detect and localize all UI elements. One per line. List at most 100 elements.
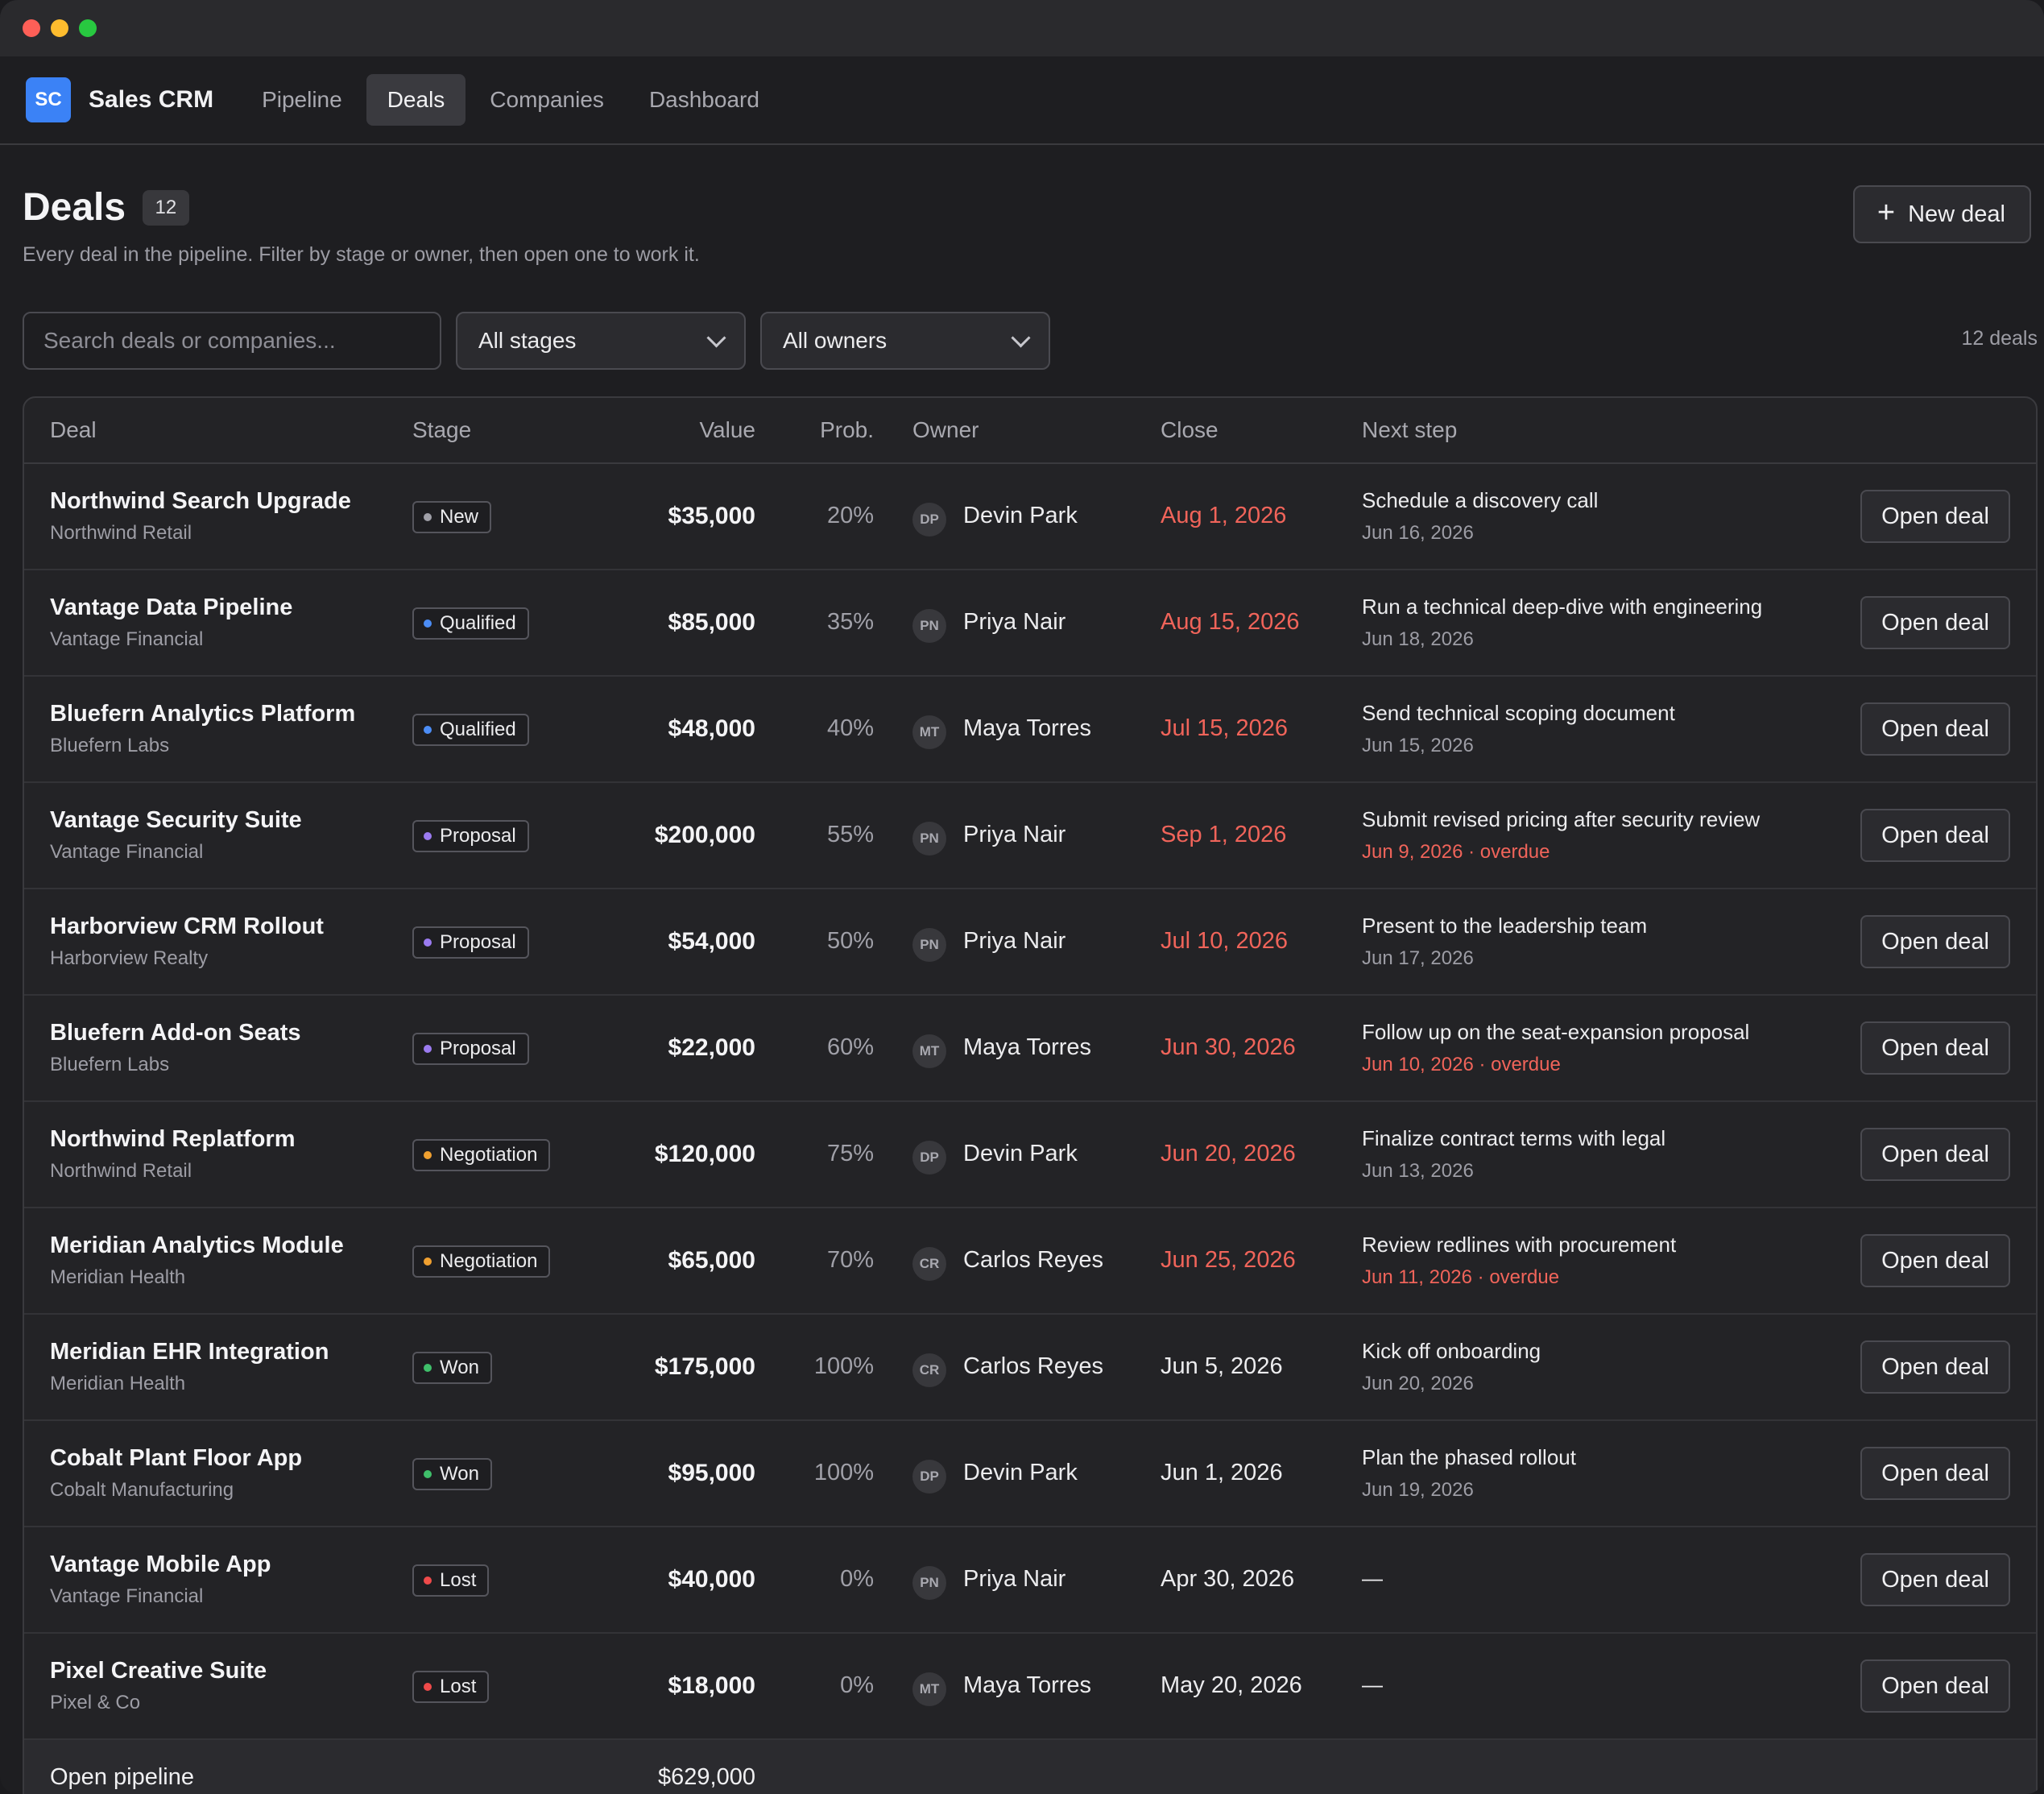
open-deal-button[interactable]: Open deal (1860, 1553, 2010, 1606)
header-prob[interactable]: Prob. (820, 417, 874, 442)
deal-value: $85,000 (668, 609, 755, 636)
owner-avatar: PN (912, 822, 946, 856)
next-step-date: Jun 17, 2026 (1362, 947, 1474, 969)
company-name: Vantage Financial (50, 841, 204, 863)
table-row[interactable]: Bluefern Analytics Platform Bluefern Labs… (24, 677, 2036, 783)
close-date: Sep 1, 2026 (1161, 822, 1287, 847)
deal-value: $54,000 (668, 928, 755, 955)
owner-name: Priya Nair (963, 1566, 1066, 1592)
company-name: Bluefern Labs (50, 1054, 170, 1075)
company-name: Pixel & Co (50, 1692, 141, 1713)
window-controls (23, 19, 97, 37)
owner-name: Devin Park (963, 503, 1078, 528)
minimize-window-button[interactable] (51, 19, 68, 37)
open-deal-button[interactable]: Open deal (1860, 1340, 2010, 1394)
owner-avatar: PN (912, 1566, 946, 1600)
table-row[interactable]: Pixel Creative Suite Pixel & Co Lost $18,00… (24, 1634, 2036, 1740)
owner-name: Carlos Reyes (963, 1247, 1104, 1273)
open-deal-button[interactable]: Open deal (1860, 596, 2010, 649)
tab-deals[interactable]: Deals (366, 74, 466, 126)
deal-name[interactable]: Meridian EHR Integration (50, 1339, 329, 1365)
table-row[interactable]: Harborview CRM Rollout Harborview Realty P… (24, 889, 2036, 996)
deal-value: $48,000 (668, 715, 755, 742)
deal-value: $40,000 (668, 1566, 755, 1593)
owner-filter-select[interactable]: All owners (760, 312, 1050, 370)
company-name: Cobalt Manufacturing (50, 1479, 234, 1501)
tab-pipeline[interactable]: Pipeline (262, 87, 342, 112)
stage-dot-icon (424, 619, 432, 628)
stage-filter-select[interactable]: All stages (456, 312, 746, 370)
open-deal-button[interactable]: Open deal (1860, 809, 2010, 862)
open-deal-button[interactable]: Open deal (1860, 1234, 2010, 1287)
deal-name[interactable]: Vantage Data Pipeline (50, 595, 293, 620)
stage-badge: Won (412, 1352, 492, 1384)
deal-name[interactable]: Bluefern Analytics Platform (50, 701, 356, 727)
search-input[interactable]: Search deals or companies... (23, 312, 441, 370)
deal-name[interactable]: Meridian Analytics Module (50, 1233, 344, 1258)
company-name: Vantage Financial (50, 628, 204, 650)
deal-probability: 60% (826, 1034, 874, 1060)
company-name: Harborview Realty (50, 947, 209, 969)
owner-avatar: CR (912, 1247, 946, 1281)
stage-label: Negotiation (440, 1250, 538, 1272)
stage-dot-icon (424, 1151, 432, 1159)
next-step: Submit revised pricing after security re… (1362, 807, 1761, 831)
close-date: Jun 20, 2026 (1161, 1141, 1296, 1166)
header-owner[interactable]: Owner (912, 417, 979, 442)
deal-name[interactable]: Bluefern Add-on Seats (50, 1020, 301, 1046)
deal-name[interactable]: Harborview CRM Rollout (50, 914, 324, 939)
open-deal-button[interactable]: Open deal (1860, 915, 2010, 968)
next-step-date: Jun 9, 2026 · overdue (1362, 841, 1550, 863)
deal-name[interactable]: Northwind Search Upgrade (50, 488, 351, 514)
close-window-button[interactable] (23, 19, 40, 37)
deal-probability: 75% (826, 1141, 874, 1166)
deal-probability: 0% (840, 1672, 874, 1698)
deals-table: Deal Stage Value Prob. Owner Close Next … (23, 396, 2038, 1794)
close-date: Jun 5, 2026 (1161, 1353, 1283, 1379)
deal-name[interactable]: Pixel Creative Suite (50, 1658, 267, 1684)
deal-probability: 100% (813, 1353, 874, 1379)
deal-name[interactable]: Cobalt Plant Floor App (50, 1445, 303, 1471)
owner-name: Devin Park (963, 1460, 1078, 1485)
owner-avatar: DP (912, 503, 946, 537)
table-row[interactable]: Meridian Analytics Module Meridian Health… (24, 1208, 2036, 1315)
deal-value: $200,000 (654, 822, 755, 848)
header-close[interactable]: Close (1161, 417, 1219, 442)
table-row[interactable]: Meridian EHR Integration Meridian Health W… (24, 1315, 2036, 1421)
open-deal-button[interactable]: Open deal (1860, 1659, 2010, 1713)
next-step-date: Jun 11, 2026 · overdue (1362, 1266, 1560, 1288)
open-deal-button[interactable]: Open deal (1860, 1447, 2010, 1500)
tab-companies[interactable]: Companies (490, 87, 604, 112)
deal-name[interactable]: Northwind Replatform (50, 1126, 296, 1152)
open-deal-button[interactable]: Open deal (1860, 1128, 2010, 1181)
owner-filter-value: All owners (783, 328, 888, 353)
next-step-date: Jun 20, 2026 (1362, 1373, 1474, 1394)
table-row[interactable]: Cobalt Plant Floor App Cobalt Manufacturi… (24, 1421, 2036, 1527)
stage-dot-icon (424, 832, 432, 840)
open-deal-button[interactable]: Open deal (1860, 1021, 2010, 1075)
open-deal-button[interactable]: Open deal (1860, 490, 2010, 543)
stage-label: Negotiation (440, 1144, 538, 1166)
next-step-date: Jun 15, 2026 (1362, 735, 1474, 756)
stage-label: Won (440, 1357, 479, 1378)
table-row[interactable]: Vantage Mobile App Vantage Financial Lost $… (24, 1527, 2036, 1634)
table-row[interactable]: Vantage Security Suite Vantage Financial P… (24, 783, 2036, 889)
table-row[interactable]: Vantage Data Pipeline Vantage Financial Qu… (24, 570, 2036, 677)
deal-name[interactable]: Vantage Security Suite (50, 807, 302, 833)
header-stage[interactable]: Stage (412, 417, 472, 442)
header-deal[interactable]: Deal (50, 417, 97, 442)
owner-name: Maya Torres (963, 715, 1092, 741)
table-row[interactable]: Northwind Search Upgrade Northwind Retail… (24, 464, 2036, 570)
owner-avatar: DP (912, 1141, 946, 1175)
deal-probability: 50% (826, 928, 874, 954)
new-deal-button[interactable]: + New deal (1852, 185, 2031, 243)
table-row[interactable]: Northwind Replatform Northwind Retail Nego… (24, 1102, 2036, 1208)
tab-dashboard[interactable]: Dashboard (648, 87, 759, 112)
zoom-window-button[interactable] (79, 19, 97, 37)
header-value[interactable]: Value (699, 417, 755, 442)
table-row[interactable]: Bluefern Add-on Seats Bluefern Labs Propos… (24, 996, 2036, 1102)
open-deal-button[interactable]: Open deal (1860, 702, 2010, 756)
deal-probability: 35% (826, 609, 874, 635)
deal-name[interactable]: Vantage Mobile App (50, 1552, 271, 1577)
stage-dot-icon (424, 1576, 432, 1585)
